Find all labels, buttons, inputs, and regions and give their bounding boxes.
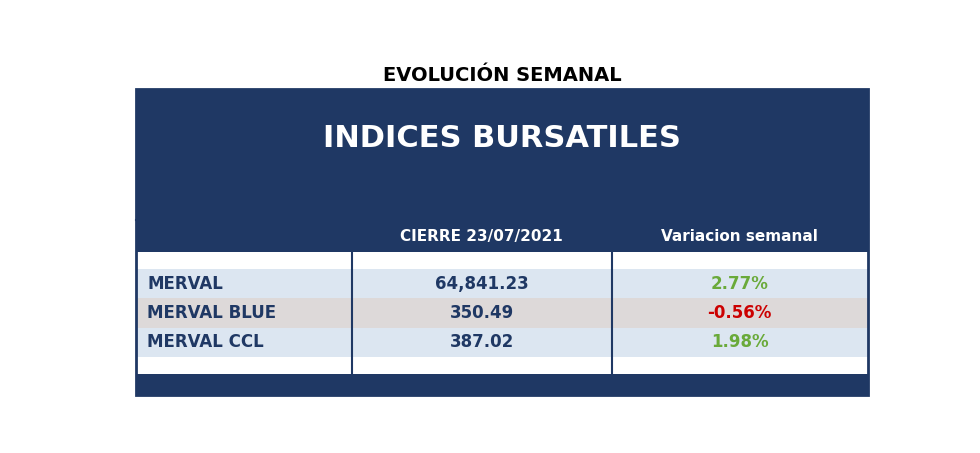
Bar — [136, 220, 352, 252]
Bar — [136, 357, 868, 374]
Text: MERVAL CCL: MERVAL CCL — [147, 333, 264, 352]
Text: 1.98%: 1.98% — [710, 333, 768, 352]
Bar — [612, 299, 868, 328]
Text: EVOLUCIÓN SEMANAL: EVOLUCIÓN SEMANAL — [383, 67, 621, 86]
Bar — [136, 269, 352, 299]
Bar — [352, 269, 612, 299]
Text: 64,841.23: 64,841.23 — [435, 275, 528, 293]
Text: 2.77%: 2.77% — [710, 275, 768, 293]
Bar — [136, 89, 868, 395]
Bar — [352, 220, 612, 252]
Text: CIERRE 23/07/2021: CIERRE 23/07/2021 — [401, 229, 564, 244]
Text: -0.56%: -0.56% — [708, 304, 772, 322]
Bar — [612, 269, 868, 299]
Text: Variacion semanal: Variacion semanal — [662, 229, 818, 244]
Bar — [136, 328, 352, 357]
Text: 387.02: 387.02 — [450, 333, 514, 352]
Bar — [612, 328, 868, 357]
Bar — [612, 220, 868, 252]
Bar — [136, 89, 868, 220]
Bar — [352, 328, 612, 357]
Text: MERVAL: MERVAL — [147, 275, 223, 293]
Text: 350.49: 350.49 — [450, 304, 514, 322]
Bar — [136, 252, 868, 269]
Text: INDICES BURSATILES: INDICES BURSATILES — [323, 124, 681, 153]
Bar — [136, 374, 868, 395]
Bar — [352, 299, 612, 328]
Bar — [136, 299, 352, 328]
Text: MERVAL BLUE: MERVAL BLUE — [147, 304, 276, 322]
